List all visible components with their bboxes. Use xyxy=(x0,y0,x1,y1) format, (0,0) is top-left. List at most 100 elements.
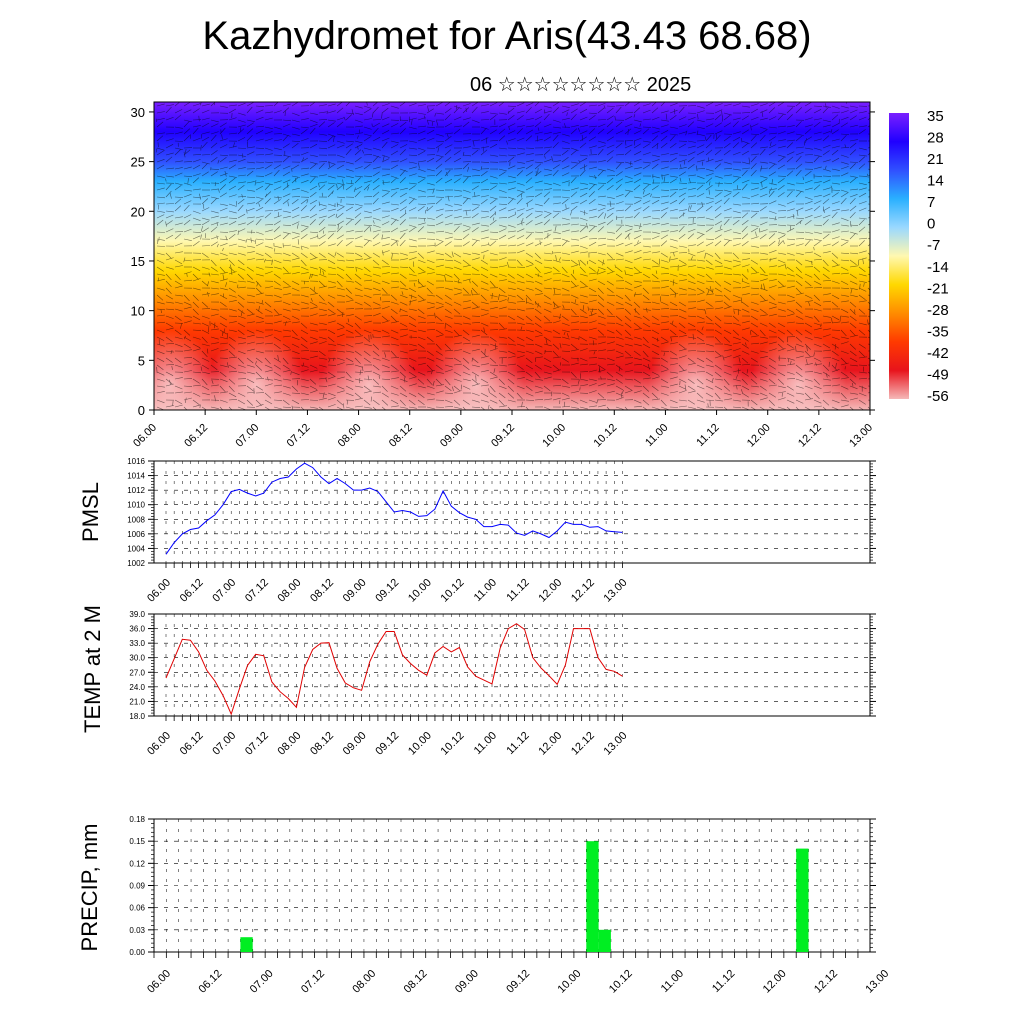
heatmap-xtick-label: 09.12 xyxy=(489,422,517,450)
precip-xtick-label: 09.12 xyxy=(504,968,532,996)
colorbar-label: 0 xyxy=(927,216,935,233)
precip-bar xyxy=(598,929,611,952)
precip-ytick-label: 0.12 xyxy=(129,859,145,868)
pmsl-xtick-label: 09.12 xyxy=(373,577,401,605)
pmsl-xtick-label: 12.12 xyxy=(569,577,597,605)
heatmap-xtick-label: 10.00 xyxy=(540,422,568,450)
temp-ytick-label: 21.0 xyxy=(129,697,145,706)
heatmap-ytick-label: 0 xyxy=(138,403,145,418)
precip-ytick-label: 0.06 xyxy=(129,904,145,913)
heatmap-xtick-label: 07.00 xyxy=(233,422,261,450)
heatmap-panel: 0 5 10 15 20 25 30 06.00 06.12 07.00 07.12 08.00 08.… xyxy=(131,101,875,450)
pmsl-xtick-label: 08.12 xyxy=(308,577,336,605)
heatmap-blob xyxy=(208,330,305,410)
heatmap-xtick-label: 06.12 xyxy=(182,422,210,450)
pmsl-ytick-label: 1004 xyxy=(127,544,145,553)
temp-ytick-label: 27.0 xyxy=(129,668,145,677)
pmsl-ytick-label: 1008 xyxy=(127,515,145,524)
heatmap-ytick-label: 20 xyxy=(131,204,145,219)
pmsl-xtick-label: 06.12 xyxy=(178,577,206,605)
heatmap-ytick-label: 25 xyxy=(131,155,145,170)
colorbar-label: -21 xyxy=(927,280,949,297)
heatmap-ytick-label: 30 xyxy=(131,105,145,120)
temp-xtick-label: 08.12 xyxy=(308,730,336,758)
temp-xtick-label: 07.00 xyxy=(210,730,238,758)
precip-ytick-label: 0.15 xyxy=(129,837,145,846)
precip-xtick-label: 06.12 xyxy=(196,968,224,996)
colorbar-label: 28 xyxy=(927,130,944,147)
page-subtitle: 06 ☆☆☆☆☆☆☆☆ 2025 xyxy=(470,74,692,96)
temp-xtick-label: 08.00 xyxy=(276,730,304,758)
temp-xtick-label: 12.12 xyxy=(569,730,597,758)
heatmap-xtick-label: 11.12 xyxy=(694,422,721,449)
pmsl-xtick-label: 11.00 xyxy=(472,577,499,604)
temp-xtick-label: 13.00 xyxy=(602,730,630,758)
heatmap-xtick-label: 09.00 xyxy=(438,422,466,450)
pmsl-xtick-label: 07.00 xyxy=(210,577,238,605)
temp-xtick-label: 06.00 xyxy=(145,730,173,758)
precip-frame xyxy=(153,818,871,953)
heatmap-xtick-label: 10.12 xyxy=(591,422,619,450)
colorbar-label: -42 xyxy=(927,345,949,362)
pmsl-panel: 1002 1004 1006 1008 1010 1012 1014 1016 PMSL 06.0… xyxy=(78,457,876,605)
pmsl-ytick-label: 1006 xyxy=(127,530,145,539)
precip-xtick-label: 09.00 xyxy=(453,968,481,996)
precip-ytick-label: 0.18 xyxy=(129,815,145,824)
temp-ytick-label: 33.0 xyxy=(129,639,145,648)
pmsl-ytick-label: 1010 xyxy=(127,501,145,510)
precip-xtick-label: 12.12 xyxy=(812,968,840,996)
temp-ylabel: TEMP at 2 M xyxy=(80,605,105,733)
pmsl-xtick-label: 08.00 xyxy=(276,577,304,605)
colorbar-label: -56 xyxy=(927,388,949,405)
pmsl-xtick-label: 12.00 xyxy=(536,577,564,605)
precip-xtick-label: 08.12 xyxy=(402,968,430,996)
temp-ytick-label: 39.0 xyxy=(129,610,145,619)
heatmap-blob xyxy=(648,330,745,410)
heatmap-xtick-label: 08.12 xyxy=(387,422,415,450)
colorbar-label: -7 xyxy=(927,237,940,254)
pmsl-xtick-label: 10.12 xyxy=(439,577,467,605)
temp-xtick-label: 11.12 xyxy=(504,730,531,757)
pmsl-xtick-label: 07.12 xyxy=(243,577,271,605)
heatmap-blobs xyxy=(154,330,847,410)
heatmap-ytick-label: 5 xyxy=(138,353,145,368)
temp-line xyxy=(165,623,623,716)
colorbar-label: -35 xyxy=(927,323,949,340)
precip-bar xyxy=(586,841,599,952)
colorbar-label: -49 xyxy=(927,366,949,383)
precip-panel: 0.00 0.03 0.06 0.09 0.12 0.15 0.18 PRECIP, mm 06… xyxy=(77,815,891,996)
precip-xtick-label: 12.00 xyxy=(761,968,789,996)
pmsl-xtick-label: 13.00 xyxy=(602,577,630,605)
heatmap-ytick-label: 15 xyxy=(131,254,145,269)
colorbar-label: 35 xyxy=(927,108,944,125)
precip-xtick-label: 07.00 xyxy=(248,968,276,996)
temp-ytick-label: 18.0 xyxy=(129,712,145,721)
temp-ytick-label: 24.0 xyxy=(129,683,145,692)
colorbar-label: 7 xyxy=(927,194,935,211)
precip-xtick-label: 10.12 xyxy=(607,968,635,996)
precip-xtick-label: 11.00 xyxy=(659,968,686,995)
precip-xtick-label: 07.12 xyxy=(299,968,327,996)
heatmap-xtick-label: 07.12 xyxy=(285,422,313,450)
pmsl-xtick-label: 09.00 xyxy=(341,577,369,605)
precip-ylabel: PRECIP, mm xyxy=(77,824,102,952)
temp-xtick-label: 09.12 xyxy=(373,730,401,758)
colorbar-label: 14 xyxy=(927,173,944,190)
heatmap-xtick-label: 12.12 xyxy=(796,422,824,450)
precip-ytick-label: 0.03 xyxy=(129,926,145,935)
temp-xtick-label: 06.12 xyxy=(178,730,206,758)
temp-xtick-label: 10.12 xyxy=(439,730,467,758)
pmsl-xtick-label: 11.12 xyxy=(504,577,531,604)
pmsl-ytick-label: 1012 xyxy=(127,486,145,495)
heatmap-xtick-label: 08.00 xyxy=(336,422,364,450)
temp-ytick-label: 36.0 xyxy=(129,625,145,634)
heatmap-xtick-label: 13.00 xyxy=(847,422,875,450)
colorbar-label: -14 xyxy=(927,259,949,276)
heatmap-xtick-label: 12.00 xyxy=(745,422,773,450)
heatmap-blob xyxy=(750,330,847,410)
colorbar-label: -28 xyxy=(927,302,949,319)
wind-barbs xyxy=(155,102,870,410)
precip-xtick-label: 10.00 xyxy=(556,968,584,996)
page-title: Kazhydromet for Aris(43.43 68.68) xyxy=(202,14,812,58)
heatmap-xtick-label: 06.00 xyxy=(131,422,159,450)
